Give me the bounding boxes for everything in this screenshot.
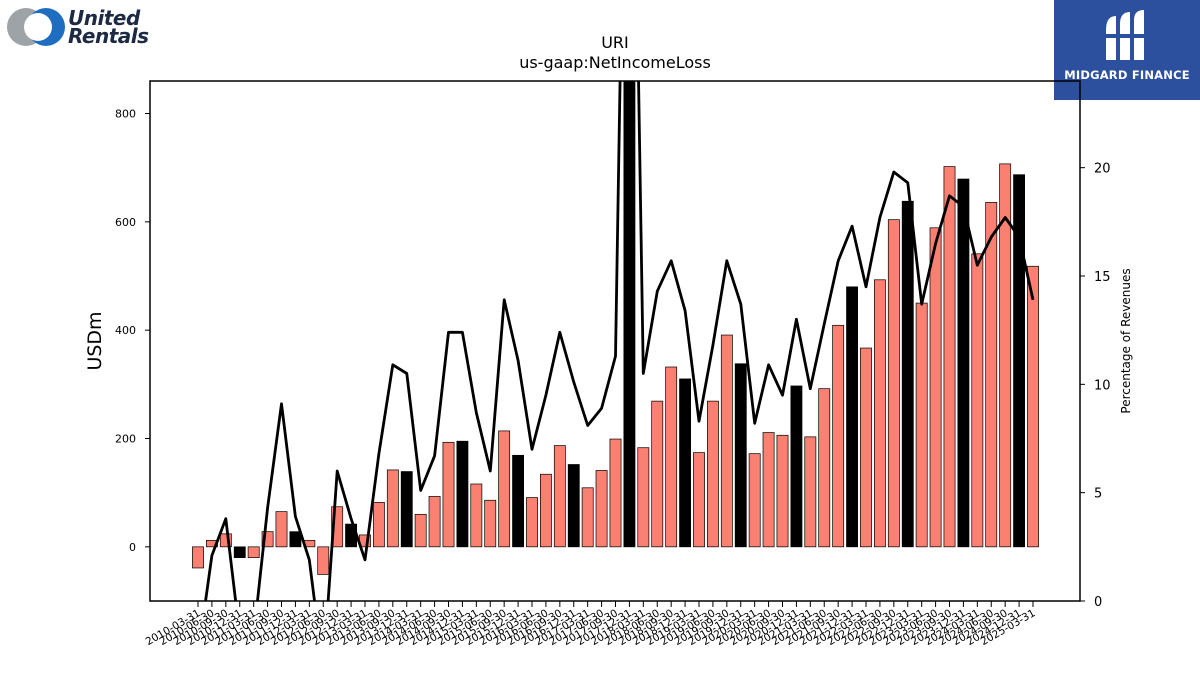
bar-series <box>192 81 1039 575</box>
bar <box>734 363 747 548</box>
logo-text-line1: United <box>68 6 140 30</box>
bar <box>261 531 274 548</box>
x-axis: 2010-03-312010-06-302010-09-302010-12-31… <box>144 601 1038 648</box>
bar <box>679 378 691 548</box>
bar <box>623 81 636 548</box>
bar <box>804 436 817 548</box>
bar <box>247 546 260 559</box>
bar <box>289 531 302 548</box>
bar <box>470 483 483 548</box>
y-axis-label: USDm <box>84 311 106 370</box>
bar <box>693 452 705 548</box>
bar <box>748 453 761 548</box>
bar <box>818 388 831 548</box>
bar <box>275 511 288 548</box>
bar <box>539 473 552 548</box>
chart-subtitle: us-gaap:NetIncomeLoss <box>519 53 711 72</box>
bar <box>442 441 455 548</box>
y2-tick-label: 15 <box>1094 270 1111 285</box>
bar <box>846 286 858 548</box>
bar <box>651 400 664 548</box>
bar <box>706 400 719 548</box>
bar <box>484 499 497 548</box>
bar <box>901 200 914 548</box>
bar <box>192 546 204 569</box>
bar <box>331 506 344 548</box>
midgard-logo-text: MIDGARD FINANCE <box>1064 68 1190 82</box>
bar <box>233 546 246 559</box>
bar <box>762 432 775 548</box>
chart-title: URI <box>601 33 629 52</box>
bar <box>400 471 413 548</box>
y2-tick-label: 5 <box>1094 487 1102 502</box>
y-tick-label: 0 <box>129 541 136 554</box>
right-axis: 0 5 10 15 20 <box>1080 162 1111 610</box>
y-tick-label: 200 <box>115 433 136 446</box>
bar <box>1027 265 1039 548</box>
y-tick-label: 600 <box>115 216 136 229</box>
bar <box>609 438 622 548</box>
y-tick-label: 800 <box>115 108 136 121</box>
y2-tick-label: 10 <box>1094 378 1111 393</box>
bar <box>428 496 441 548</box>
line-series <box>204 81 1035 601</box>
y2-axis-label: Percentage of Revenues <box>1119 268 1133 413</box>
bar <box>915 302 928 548</box>
logo-text-line2: Rentals <box>68 24 149 48</box>
bar <box>567 464 580 548</box>
y2-tick-label: 20 <box>1094 162 1111 177</box>
bar <box>498 430 511 548</box>
bar <box>971 253 984 548</box>
y-tick-label: 400 <box>115 324 136 337</box>
midgard-logo-mark <box>1104 10 1146 60</box>
bar <box>373 502 385 548</box>
bar <box>720 334 733 548</box>
bar <box>943 166 956 548</box>
bar <box>637 447 650 548</box>
y2-tick-label: 0 <box>1094 595 1102 610</box>
bar <box>929 227 942 548</box>
bar <box>526 497 538 548</box>
bar <box>665 366 678 548</box>
bar <box>860 347 872 548</box>
bar <box>887 219 900 548</box>
united-rentals-logo-mark <box>7 8 65 46</box>
bar <box>999 163 1012 548</box>
bar <box>595 470 608 548</box>
percentage-line <box>204 81 1035 601</box>
united-rentals-logo: United Rentals <box>6 6 156 48</box>
midgard-finance-logo: MIDGARD FINANCE <box>1054 0 1200 100</box>
bar <box>456 440 469 548</box>
bar <box>414 513 427 548</box>
bar <box>386 469 399 548</box>
bar <box>873 279 886 548</box>
bar <box>317 546 330 575</box>
bar <box>957 178 970 548</box>
bar <box>1013 174 1025 548</box>
bar <box>832 324 845 548</box>
bar <box>219 533 232 548</box>
bar <box>553 445 566 548</box>
bar <box>512 454 524 548</box>
bar <box>581 487 594 548</box>
bar <box>790 385 803 548</box>
left-axis: 0 200 400 600 800 <box>115 108 150 554</box>
bar <box>776 434 789 548</box>
bar <box>985 201 998 548</box>
